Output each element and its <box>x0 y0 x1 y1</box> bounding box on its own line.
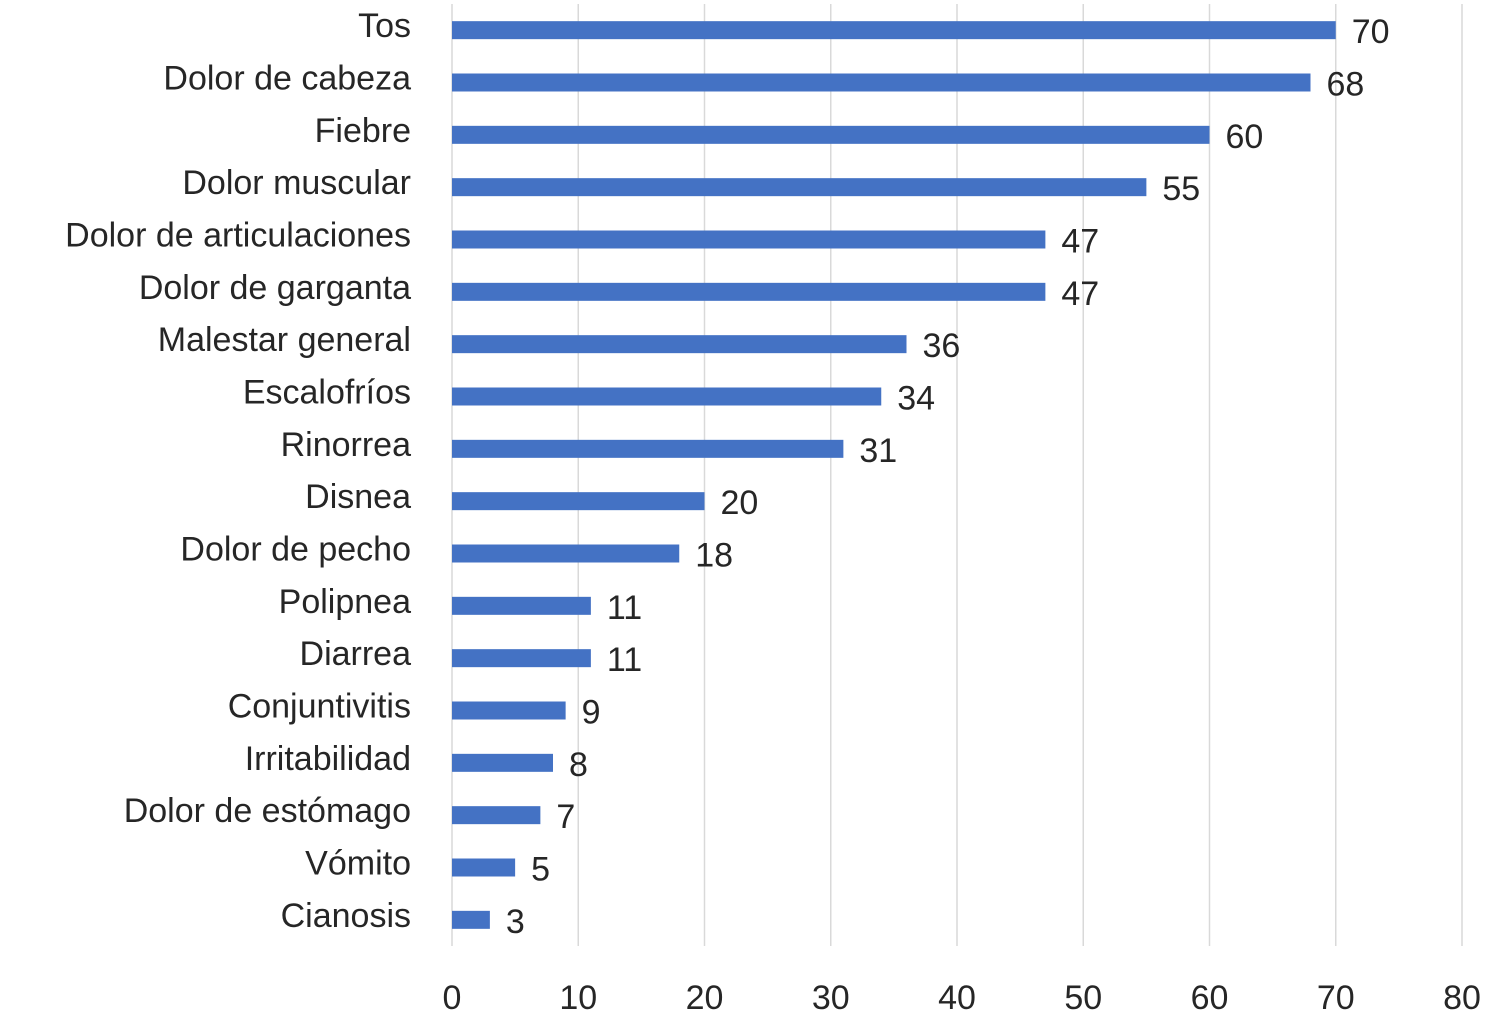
value-label: 47 <box>1061 275 1099 313</box>
value-label: 31 <box>859 432 897 470</box>
bar <box>452 387 882 406</box>
bar <box>452 439 844 458</box>
x-tick-label: 60 <box>1191 979 1229 1017</box>
value-label: 55 <box>1162 170 1200 208</box>
bar <box>452 544 680 563</box>
y-tick-label: Dolor de estómago <box>124 792 411 830</box>
value-label: 68 <box>1327 65 1365 103</box>
value-label: 60 <box>1226 118 1264 156</box>
value-label: 70 <box>1352 13 1390 51</box>
x-tick-label: 20 <box>686 979 724 1017</box>
x-tick-label: 80 <box>1443 979 1481 1017</box>
x-tick-label: 40 <box>938 979 976 1017</box>
bar <box>452 596 591 615</box>
bar <box>452 649 591 668</box>
bar <box>452 910 490 929</box>
value-label: 3 <box>506 903 525 941</box>
y-tick-label: Cianosis <box>281 897 411 935</box>
bar <box>452 21 1336 40</box>
x-tick-label: 30 <box>812 979 850 1017</box>
bar <box>452 282 1046 301</box>
bar <box>452 753 553 772</box>
x-tick-label: 0 <box>443 979 462 1017</box>
y-tick-label: Rinorrea <box>281 426 411 464</box>
y-tick-label: Polipnea <box>279 583 411 621</box>
value-label: 18 <box>695 536 733 574</box>
bar <box>452 858 516 877</box>
y-tick-label: Dolor de cabeza <box>163 59 411 97</box>
y-tick-label: Malestar general <box>158 321 411 359</box>
value-label: 9 <box>582 693 601 731</box>
bar <box>452 178 1147 197</box>
y-tick-label: Vómito <box>305 844 411 882</box>
value-label: 7 <box>556 798 575 836</box>
y-tick-label: Escalofríos <box>243 373 411 411</box>
value-label: 11 <box>607 589 642 627</box>
bar <box>452 806 541 825</box>
y-tick-label: Dolor de articulaciones <box>65 216 411 254</box>
bar <box>452 125 1210 144</box>
value-label: 34 <box>897 379 935 417</box>
value-label: 8 <box>569 746 588 784</box>
bar <box>452 335 907 354</box>
value-label: 36 <box>923 327 961 365</box>
y-tick-label: Dolor muscular <box>182 164 411 202</box>
bar <box>452 492 705 511</box>
bar <box>452 230 1046 249</box>
value-label: 11 <box>607 641 642 679</box>
value-label: 5 <box>531 850 550 888</box>
x-tick-label: 10 <box>559 979 597 1017</box>
y-tick-label: Diarrea <box>300 635 412 673</box>
y-tick-label: Fiebre <box>315 112 411 150</box>
y-tick-label: Irritabilidad <box>245 740 411 778</box>
value-label: 47 <box>1061 222 1099 260</box>
x-tick-label: 50 <box>1064 979 1102 1017</box>
y-tick-label: Disnea <box>305 478 411 516</box>
bar <box>452 73 1311 92</box>
y-tick-label: Conjuntivitis <box>228 687 411 725</box>
x-tick-label: 70 <box>1317 979 1355 1017</box>
y-tick-label: Dolor de pecho <box>180 530 411 568</box>
y-tick-label: Dolor de garganta <box>139 269 411 307</box>
y-tick-label: Tos <box>358 7 411 45</box>
bar <box>452 701 566 720</box>
value-label: 20 <box>721 484 759 522</box>
